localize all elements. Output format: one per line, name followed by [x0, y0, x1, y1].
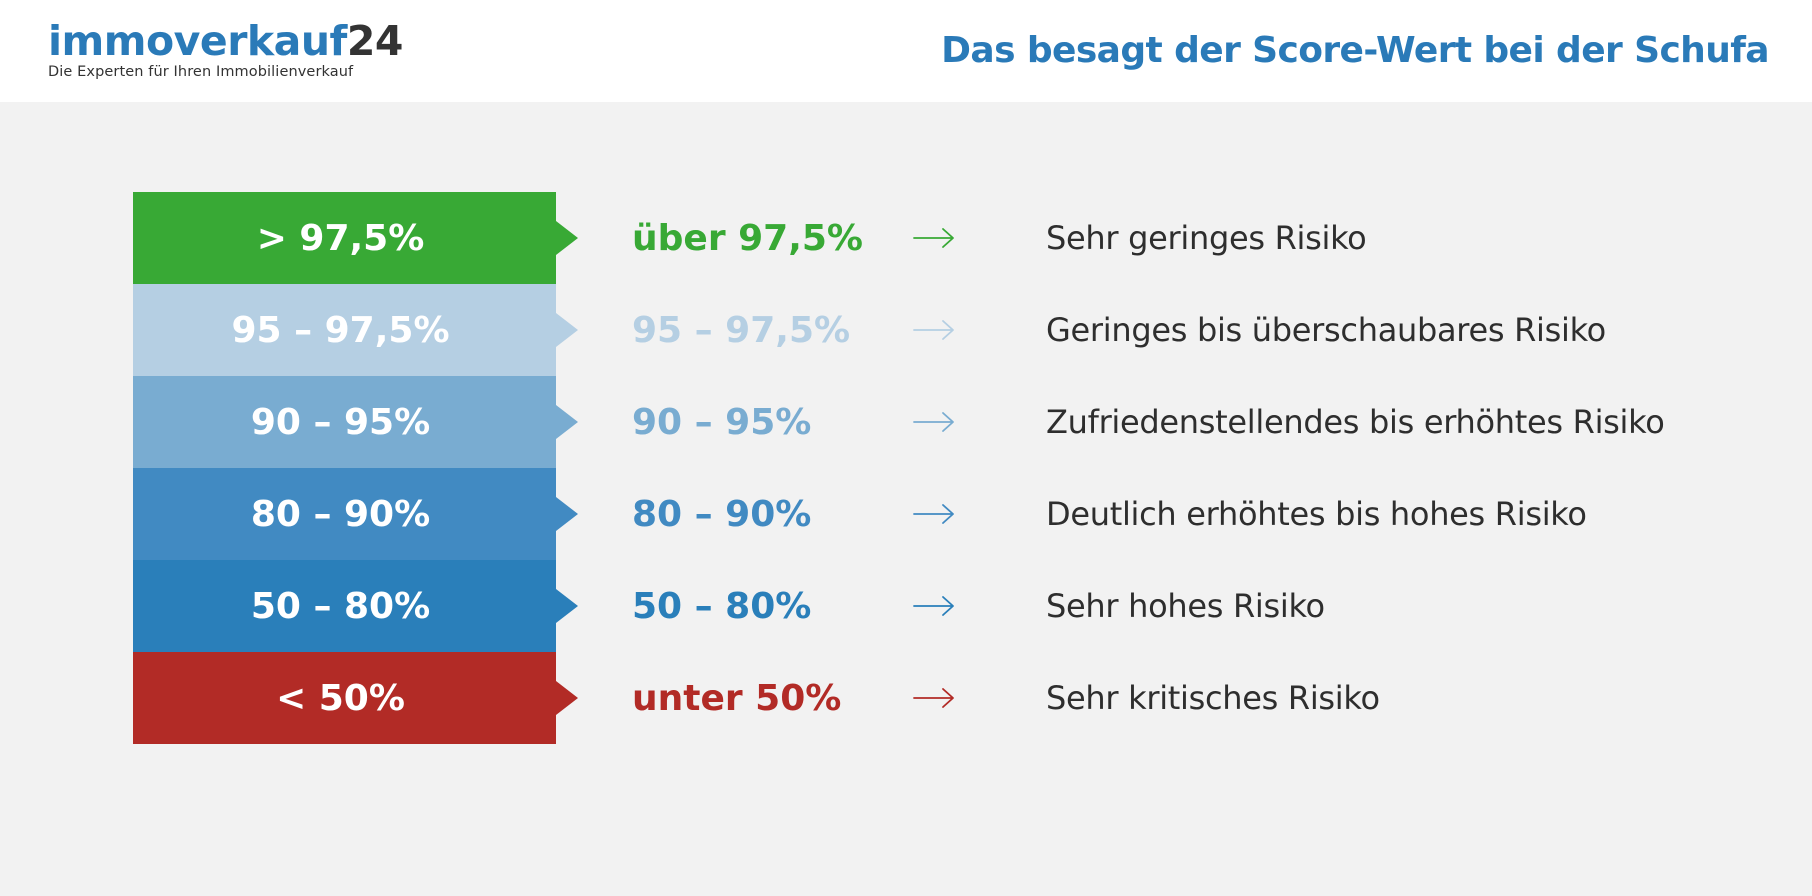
logo-tagline: Die Experten für Ihren Immobilienverkauf: [48, 64, 354, 80]
score-row: 80 – 90% 80 – 90% Deutlich erhöhtes bis …: [0, 468, 1812, 560]
badge-notch: [556, 221, 578, 255]
badge-notch: [556, 681, 578, 715]
logo-name: immoverkauf: [48, 17, 347, 65]
arrow-right-icon: [913, 688, 954, 708]
badge-notch: [556, 405, 578, 439]
score-row: 50 – 80% 50 – 80% Sehr hohes Risiko: [0, 560, 1812, 652]
score-range: 80 – 90%: [632, 493, 812, 535]
arrow-right-icon: [913, 228, 954, 248]
badge-notch: [556, 497, 578, 531]
score-range: unter 50%: [632, 677, 842, 719]
score-table: > 97,5% über 97,5% Sehr geringes Risiko …: [0, 192, 1812, 744]
arrow-right-icon: [913, 412, 954, 432]
risk-description: Sehr hohes Risiko: [1046, 587, 1325, 625]
score-range: über 97,5%: [632, 217, 863, 259]
score-badge: 90 – 95%: [133, 376, 556, 468]
score-badge: 50 – 80%: [133, 560, 556, 652]
risk-description: Zufriedenstellendes bis erhöhtes Risiko: [1046, 403, 1665, 441]
arrow-right-icon: [913, 504, 954, 524]
score-range: 50 – 80%: [632, 585, 812, 627]
arrow-right-icon: [913, 320, 954, 340]
risk-description: Geringes bis überschaubares Risiko: [1046, 311, 1606, 349]
header: immoverkauf24 Die Experten für Ihren Imm…: [0, 0, 1812, 102]
score-badge: 95 – 97,5%: [133, 284, 556, 376]
score-row: > 97,5% über 97,5% Sehr geringes Risiko: [0, 192, 1812, 284]
score-badge: > 97,5%: [133, 192, 556, 284]
logo-wordmark: immoverkauf24: [48, 18, 403, 64]
score-row: 95 – 97,5% 95 – 97,5% Geringes bis übers…: [0, 284, 1812, 376]
score-range: 95 – 97,5%: [632, 309, 851, 351]
badge-notch: [556, 313, 578, 347]
badge-notch: [556, 589, 578, 623]
arrow-right-icon: [913, 596, 954, 616]
score-badge: < 50%: [133, 652, 556, 744]
logo-number: 24: [346, 17, 404, 65]
page-title: Das besagt der Score-Wert bei der Schufa: [941, 30, 1769, 71]
score-row: < 50% unter 50% Sehr kritisches Risiko: [0, 652, 1812, 744]
risk-description: Sehr geringes Risiko: [1046, 219, 1367, 257]
risk-description: Deutlich erhöhtes bis hohes Risiko: [1046, 495, 1587, 533]
score-range: 90 – 95%: [632, 401, 812, 443]
logo[interactable]: immoverkauf24 Die Experten für Ihren Imm…: [48, 18, 403, 80]
risk-description: Sehr kritisches Risiko: [1046, 679, 1380, 717]
score-row: 90 – 95% 90 – 95% Zufriedenstellendes bi…: [0, 376, 1812, 468]
score-badge: 80 – 90%: [133, 468, 556, 560]
